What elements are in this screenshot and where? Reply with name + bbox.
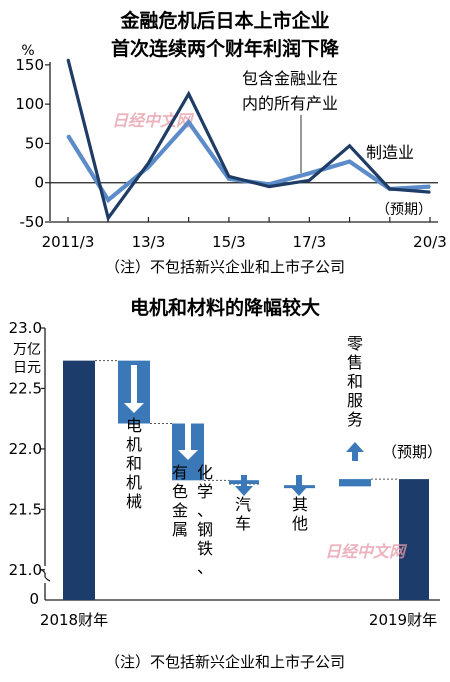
wf-y-tick-label: 22.0 — [9, 440, 42, 458]
line-point — [268, 183, 270, 186]
line-point — [147, 166, 150, 168]
wf-step-label-char: 色 — [172, 482, 188, 501]
line-point — [228, 175, 230, 178]
wf-step-label-char: 械 — [126, 492, 142, 511]
line-x-tick-label: 17/3 — [292, 233, 326, 251]
line-point — [67, 58, 69, 61]
line-chart: 金融危机后日本上市企业 首次连续两个财年利润下降 % 150100500-50 … — [15, 9, 446, 276]
wf-step-label-char: 机 — [126, 473, 142, 492]
series-label-all-line1: 包含金融业在 — [242, 69, 338, 88]
line-point — [429, 191, 431, 193]
waterfall-y-axis: 0 23.0 22.5 22.0 21.5 21.0 — [9, 319, 440, 608]
wf-y-tick-label: 21.0 — [9, 561, 42, 579]
line-y-tick-label: 0 — [34, 174, 44, 192]
wf-bar-2018 — [63, 360, 95, 600]
line-point — [67, 134, 69, 137]
series-label-all-line2: 内的所有产业 — [242, 94, 338, 113]
wf-step-label-char: 、 — [197, 558, 213, 577]
wf-arrow-metals — [178, 417, 198, 460]
wf-step-label-char: 有 — [172, 463, 188, 482]
wf-step-label-char: 和 — [126, 454, 142, 473]
wf-step-label-char: 零 — [347, 334, 363, 353]
line-x-tick-label: 20/3 — [413, 233, 447, 251]
wf-step-label-char: 车 — [235, 514, 251, 533]
wf-y-tick-label: 22.5 — [9, 379, 42, 397]
line-forecast-annotation: （预期） — [376, 202, 432, 218]
waterfall-note: （注）不包括新兴企业和上市子公司 — [105, 653, 345, 671]
wf-step-label-char: 电 — [126, 416, 142, 435]
waterfall-start-label: 2018财年 — [40, 611, 108, 629]
waterfall-title: 电机和材料的降幅较大 — [130, 296, 320, 319]
line-series-manufacturing — [66, 59, 431, 222]
line-point — [107, 199, 110, 201]
line-y-unit: % — [21, 43, 34, 59]
waterfall-end-label: 2019财年 — [369, 611, 437, 629]
line-y-tick-label: -50 — [20, 213, 45, 231]
wf-y-tick-label: 21.5 — [9, 500, 42, 518]
wf-step-label-char: 化 — [197, 463, 213, 482]
line-y-tick-label: 50 — [25, 134, 44, 152]
line-series-label-all: 包含金融业在 内的所有产业 — [242, 69, 338, 173]
wf-step-label-char: 售 — [347, 353, 363, 372]
wf-bar-2019 — [399, 479, 429, 600]
line-y-tick-label: 150 — [15, 56, 44, 74]
line-point — [388, 188, 391, 190]
waterfall-watermark: 日经中文网 — [325, 542, 408, 561]
wf-step-label-char: 属 — [172, 520, 188, 539]
line-chart-title: 金融危机后日本上市企业 — [119, 9, 329, 32]
wf-step-label-char: 学 — [197, 482, 213, 501]
wf-arrow-electric — [124, 365, 144, 413]
line-point — [348, 144, 351, 147]
line-x-tick-label: 2011/3 — [42, 233, 95, 251]
line-x-axis: 2011/3 13/3 15/3 17/3 20/3 — [42, 217, 447, 251]
wf-step-label-char: 、 — [197, 501, 213, 520]
line-chart-note: （注）不包括新兴企业和上市子公司 — [105, 258, 345, 276]
wf-arrow-retail-up — [346, 442, 364, 461]
line-point — [348, 160, 351, 163]
series-label-manufacturing: 制造业 — [366, 143, 414, 162]
waterfall-unit-line2: 日元 — [13, 360, 41, 376]
waterfall-bars — [63, 360, 429, 600]
wf-step-bar — [339, 479, 371, 487]
line-point — [308, 179, 311, 182]
wf-step-label-char: 和 — [347, 372, 363, 391]
wf-step-label-char: 务 — [347, 410, 363, 429]
line-point — [187, 121, 190, 124]
line-point — [187, 93, 190, 95]
wf-step-label-char: 服 — [347, 391, 363, 410]
wf-axis-break — [39, 568, 51, 582]
line-x-tick-label: 13/3 — [132, 233, 166, 251]
waterfall-forecast-annotation: （预期） — [382, 443, 442, 461]
wf-y-tick-label: 23.0 — [9, 319, 42, 337]
waterfall-unit-line1: 万亿 — [13, 342, 41, 358]
line-point — [228, 177, 230, 180]
line-y-axis: 150 100 50 0 -50 — [15, 56, 438, 231]
line-x-tick-label: 15/3 — [212, 233, 246, 251]
wf-step-label-char: 铁 — [197, 539, 213, 558]
wf-step-label-char: 金 — [172, 501, 188, 520]
wf-step-label-char: 汽 — [235, 495, 251, 514]
line-chart-subtitle: 首次连续两个财年利润下降 — [111, 37, 340, 60]
line-point — [308, 172, 311, 175]
line-point — [107, 217, 110, 219]
wf-step-label-char: 机 — [126, 435, 142, 454]
waterfall-chart: 电机和材料的降幅较大 万亿 日元 0 23.0 22.5 22.0 21.5 21.0 电… — [9, 296, 442, 671]
wf-y-zero-label: 0 — [29, 590, 39, 608]
line-point — [268, 185, 270, 188]
wf-arrow-other — [290, 475, 308, 496]
wf-arrow-chem-auto — [235, 475, 253, 496]
wf-step-label-char: 其 — [292, 495, 308, 514]
line-point — [147, 162, 150, 164]
line-series-group — [66, 58, 431, 222]
wf-step-label-char: 他 — [292, 514, 308, 533]
wf-step-label-char: 钢 — [197, 520, 213, 539]
line-y-tick-label: 100 — [15, 95, 44, 113]
line-point — [429, 185, 431, 188]
